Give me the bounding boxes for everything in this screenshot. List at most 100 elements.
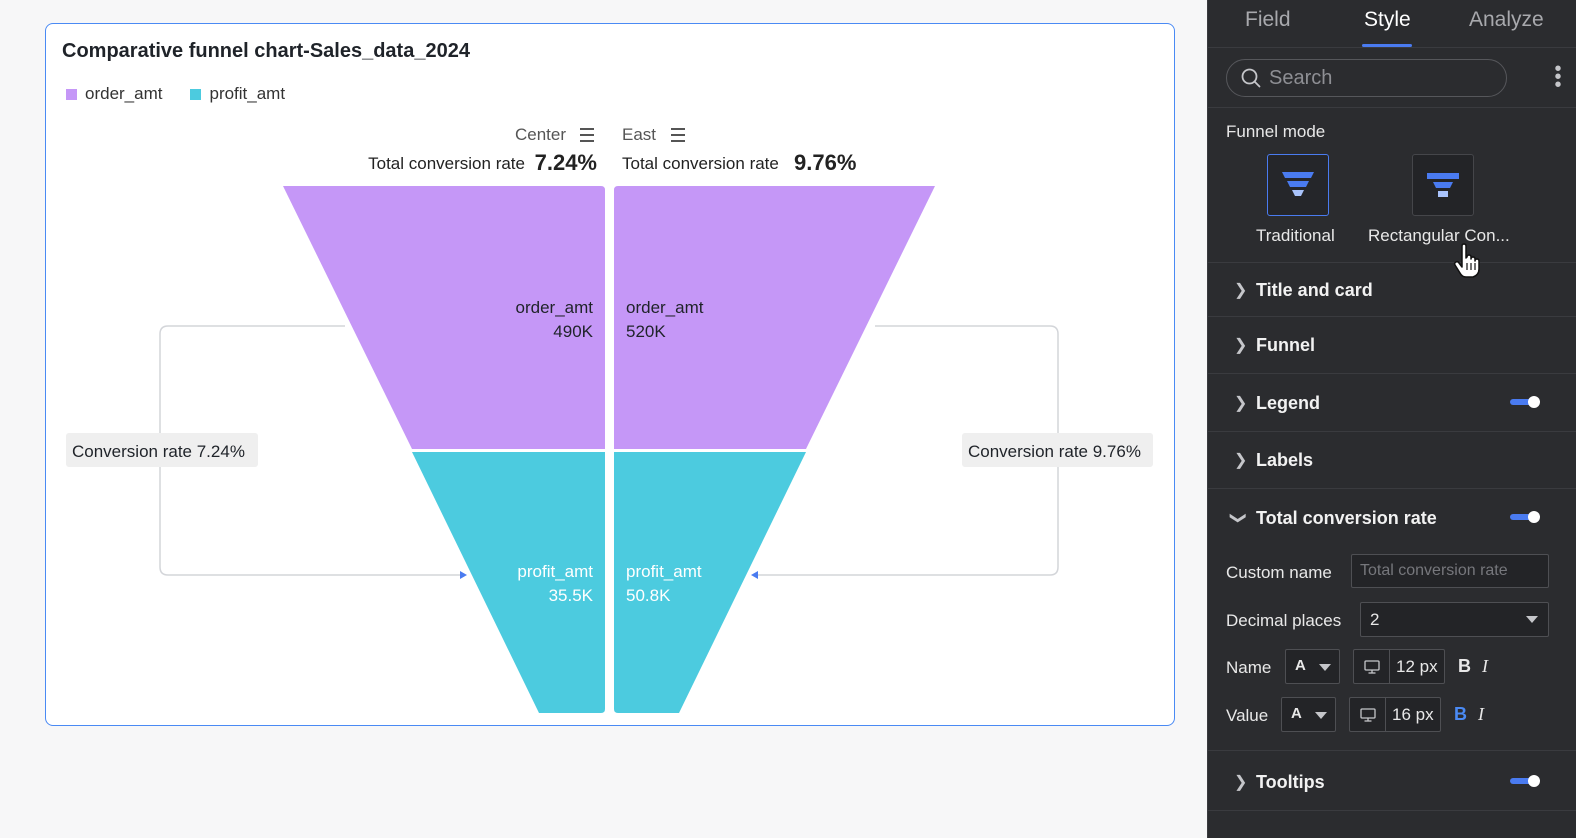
caret-down-icon <box>1319 664 1331 671</box>
funnel-mode-rectangular[interactable] <box>1412 154 1474 216</box>
menu-icon[interactable] <box>580 128 594 142</box>
funnel-segment-east-order-amt[interactable] <box>614 186 935 449</box>
section-label: Funnel <box>1256 335 1315 355</box>
tooltips-toggle[interactable] <box>1510 775 1540 787</box>
arrow-left-icon <box>751 571 758 579</box>
total-conversion-rate-toggle[interactable] <box>1510 511 1540 523</box>
chevron-right-icon: ❯ <box>1234 337 1248 354</box>
name-font-size-input[interactable]: 12 px <box>1353 649 1445 684</box>
group-name-center: Center <box>515 125 566 144</box>
divider <box>1208 262 1576 263</box>
section-label: Labels <box>1256 450 1314 470</box>
legend-swatch-icon <box>190 88 202 100</box>
funnel-segment-center-order-amt[interactable] <box>283 186 605 449</box>
legend-swatch-icon <box>66 88 77 100</box>
caret-down-icon <box>1315 712 1327 719</box>
decimal-places-label: Decimal places <box>1226 611 1342 630</box>
chevron-right-icon: ❯ <box>1234 452 1248 469</box>
divider <box>1208 810 1576 811</box>
caret-down-icon <box>1526 616 1538 623</box>
segment-label-value: 520K <box>626 322 666 341</box>
chevron-right-icon: ❯ <box>1234 774 1248 791</box>
segment-label-value: 35.5K <box>549 586 594 605</box>
tab-style[interactable]: Style <box>1364 8 1411 31</box>
monitor-icon <box>1350 698 1386 731</box>
segment-label-name: order_amt <box>516 298 594 317</box>
hand-cursor-icon <box>1453 243 1480 278</box>
chevron-right-icon: ❯ <box>1234 282 1248 299</box>
funnel-segment-center-profit-amt[interactable] <box>412 452 605 713</box>
chart-title: Comparative funnel chart-Sales_data_2024 <box>62 40 470 62</box>
name-style-label: Name <box>1226 658 1272 677</box>
menu-icon[interactable] <box>671 128 685 142</box>
value-font-size-value: 16 px <box>1392 705 1434 724</box>
section-funnel[interactable]: ❯ Funnel <box>1208 335 1576 355</box>
total-conversion-value-east: 9.76% <box>794 150 856 175</box>
search-row: ••• <box>1226 59 1566 97</box>
funnel-mode-rectangular-label[interactable]: Rectangular Con... <box>1368 226 1510 245</box>
divider <box>1208 488 1576 489</box>
section-label: Title and card <box>1256 280 1373 300</box>
segment-label-name: order_amt <box>626 298 704 317</box>
divider <box>1208 431 1576 432</box>
more-options-icon[interactable]: • • • <box>1554 58 1562 96</box>
search-input[interactable] <box>1269 66 1489 90</box>
name-bold-button[interactable]: B <box>1458 656 1471 676</box>
value-bold-button[interactable]: B <box>1454 704 1467 724</box>
value-font-color-picker[interactable]: A <box>1281 697 1336 732</box>
tab-analyze[interactable]: Analyze <box>1469 8 1544 31</box>
segment-label-name: profit_amt <box>517 562 593 581</box>
section-label: Legend <box>1256 393 1321 413</box>
conversion-badge-center <box>66 433 258 467</box>
custom-name-label: Custom name <box>1226 563 1332 582</box>
conversion-rate-label-center: Conversion rate 7.24% <box>72 442 245 461</box>
section-title-and-card[interactable]: ❯ Title and card <box>1208 280 1576 300</box>
legend-item-order-amt[interactable]: order_amt <box>66 84 162 104</box>
search-icon <box>1241 68 1261 88</box>
funnel-chart: Center East Total conversion rate 7.24% … <box>66 125 1153 713</box>
divider <box>1208 750 1576 751</box>
legend-item-profit-amt[interactable]: profit_amt <box>190 84 285 104</box>
decimal-places-select[interactable]: 2 <box>1360 602 1549 637</box>
funnel-segment-east-profit-amt[interactable] <box>614 452 806 713</box>
value-italic-button[interactable]: I <box>1478 704 1484 724</box>
funnel-mode-traditional[interactable] <box>1267 154 1329 216</box>
divider <box>1208 316 1576 317</box>
font-color-icon: A <box>1291 705 1302 722</box>
segment-label-name: profit_amt <box>626 562 702 581</box>
value-style-label: Value <box>1226 706 1269 725</box>
tab-field[interactable]: Field <box>1245 8 1291 31</box>
legend-toggle[interactable] <box>1510 396 1540 408</box>
section-labels[interactable]: ❯ Labels <box>1208 450 1576 470</box>
conversion-badge-east <box>962 433 1153 467</box>
total-conversion-label-east: Total conversion rate <box>622 154 779 173</box>
font-color-icon: A <box>1295 657 1306 674</box>
section-total-conversion-rate[interactable]: ❯ Total conversion rate <box>1208 508 1576 528</box>
name-font-size-value: 12 px <box>1396 657 1438 676</box>
arrow-right-icon <box>460 571 467 579</box>
chart-card[interactable]: Comparative funnel chart-Sales_data_2024… <box>45 23 1175 726</box>
search-box[interactable] <box>1226 59 1507 97</box>
funnel-mode-label: Funnel mode <box>1226 122 1326 141</box>
panel-tabs: Field Style Analyze <box>1208 0 1576 48</box>
decimal-places-value: 2 <box>1370 610 1380 629</box>
style-panel: Field Style Analyze ••• Funnel mode Trad… <box>1207 0 1576 838</box>
name-font-color-picker[interactable]: A <box>1285 649 1340 684</box>
chart-legend: order_amt profit_amt <box>66 84 285 104</box>
divider <box>1208 107 1576 108</box>
total-conversion-value-center: 7.24% <box>535 150 597 175</box>
section-legend[interactable]: ❯ Legend <box>1208 393 1576 413</box>
custom-name-input[interactable] <box>1351 554 1549 588</box>
funnel-mode-traditional-label[interactable]: Traditional <box>1256 226 1335 245</box>
section-label: Total conversion rate <box>1256 508 1437 528</box>
traditional-funnel-icon <box>1282 172 1314 196</box>
segment-label-value: 50.8K <box>626 586 671 605</box>
section-tooltips[interactable]: ❯ Tooltips <box>1208 772 1576 792</box>
value-font-size-input[interactable]: 16 px <box>1349 697 1441 732</box>
legend-label: order_amt <box>85 84 163 103</box>
divider <box>1208 373 1576 374</box>
name-italic-button[interactable]: I <box>1482 656 1488 676</box>
total-conversion-label-center: Total conversion rate <box>368 154 525 173</box>
active-tab-indicator <box>1362 44 1412 47</box>
conversion-rate-label-east: Conversion rate 9.76% <box>968 442 1141 461</box>
